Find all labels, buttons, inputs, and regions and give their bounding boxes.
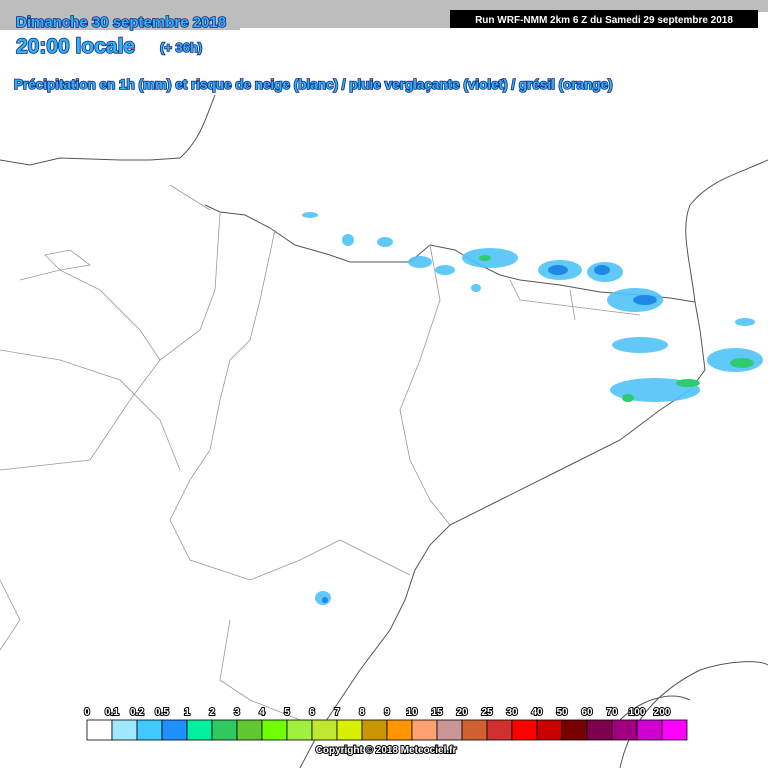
legend-label: 1 bbox=[184, 707, 190, 718]
legend-swatch bbox=[261, 719, 288, 741]
legend: 0 0.1 0.2 0.5 1 2 3 4 5 6 7 8 9 10 15 20 25 30 40 50 60 70 100… bbox=[83, 706, 688, 741]
description: Précipitation en 1h (mm) et risque de ne… bbox=[14, 77, 613, 92]
legend-swatch bbox=[236, 719, 263, 741]
legend-swatch bbox=[111, 719, 138, 741]
legend-label: 5 bbox=[284, 707, 290, 718]
legend-swatch bbox=[461, 719, 488, 741]
legend-label: 30 bbox=[506, 707, 518, 718]
legend-swatch bbox=[536, 719, 563, 741]
legend-swatch bbox=[486, 719, 513, 741]
legend-swatch bbox=[336, 719, 363, 741]
date: Dimanche 30 septembre 2018 bbox=[16, 14, 226, 31]
legend-label: 60 bbox=[581, 707, 593, 718]
legend-swatch bbox=[311, 719, 338, 741]
legend-label: 15 bbox=[431, 707, 443, 718]
legend-swatch bbox=[161, 719, 188, 741]
legend-label: 0.5 bbox=[155, 707, 169, 718]
legend-swatch bbox=[611, 719, 638, 741]
legend-label: 2 bbox=[209, 707, 215, 718]
legend-swatch bbox=[211, 719, 238, 741]
legend-swatch bbox=[586, 719, 613, 741]
legend-label: 100 bbox=[629, 707, 646, 718]
legend-label: 20 bbox=[456, 707, 468, 718]
legend-label: 0 bbox=[84, 707, 90, 718]
legend-label: 8 bbox=[359, 707, 365, 718]
legend-swatch bbox=[436, 719, 463, 741]
legend-label: 40 bbox=[531, 707, 543, 718]
legend-label: 50 bbox=[556, 707, 568, 718]
precipitation bbox=[302, 212, 763, 605]
legend-swatch bbox=[86, 719, 113, 741]
legend-label: 200 bbox=[654, 707, 671, 718]
run-info: Run WRF-NMM 2km 6 Z du Samedi 29 septemb… bbox=[475, 15, 733, 26]
legend-swatch bbox=[386, 719, 413, 741]
legend-swatch bbox=[636, 719, 663, 741]
legend-label: 10 bbox=[406, 707, 418, 718]
legend-label: 25 bbox=[481, 707, 493, 718]
legend-swatch bbox=[661, 719, 688, 741]
legend-label: 6 bbox=[309, 707, 315, 718]
time: 20:00 locale bbox=[16, 35, 135, 58]
legend-label: 7 bbox=[334, 707, 340, 718]
legend-label: 4 bbox=[259, 707, 265, 718]
legend-swatch bbox=[561, 719, 588, 741]
legend-label: 0.2 bbox=[130, 707, 144, 718]
legend-label: 9 bbox=[384, 707, 390, 718]
out-of-domain bbox=[0, 0, 768, 30]
legend-swatch bbox=[361, 719, 388, 741]
run-box bbox=[450, 10, 758, 28]
lead-time: (+ 36h) bbox=[160, 40, 202, 55]
legend-label: 0.1 bbox=[105, 707, 119, 718]
legend-swatch bbox=[186, 719, 213, 741]
legend-label: 3 bbox=[234, 707, 240, 718]
legend-swatch bbox=[286, 719, 313, 741]
geography bbox=[0, 94, 768, 768]
copyright: Copyright © 2018 Meteociel.fr bbox=[316, 745, 457, 756]
legend-swatch bbox=[411, 719, 438, 741]
legend-swatch bbox=[511, 719, 538, 741]
legend-label: 70 bbox=[606, 707, 618, 718]
legend-swatch bbox=[136, 719, 163, 741]
